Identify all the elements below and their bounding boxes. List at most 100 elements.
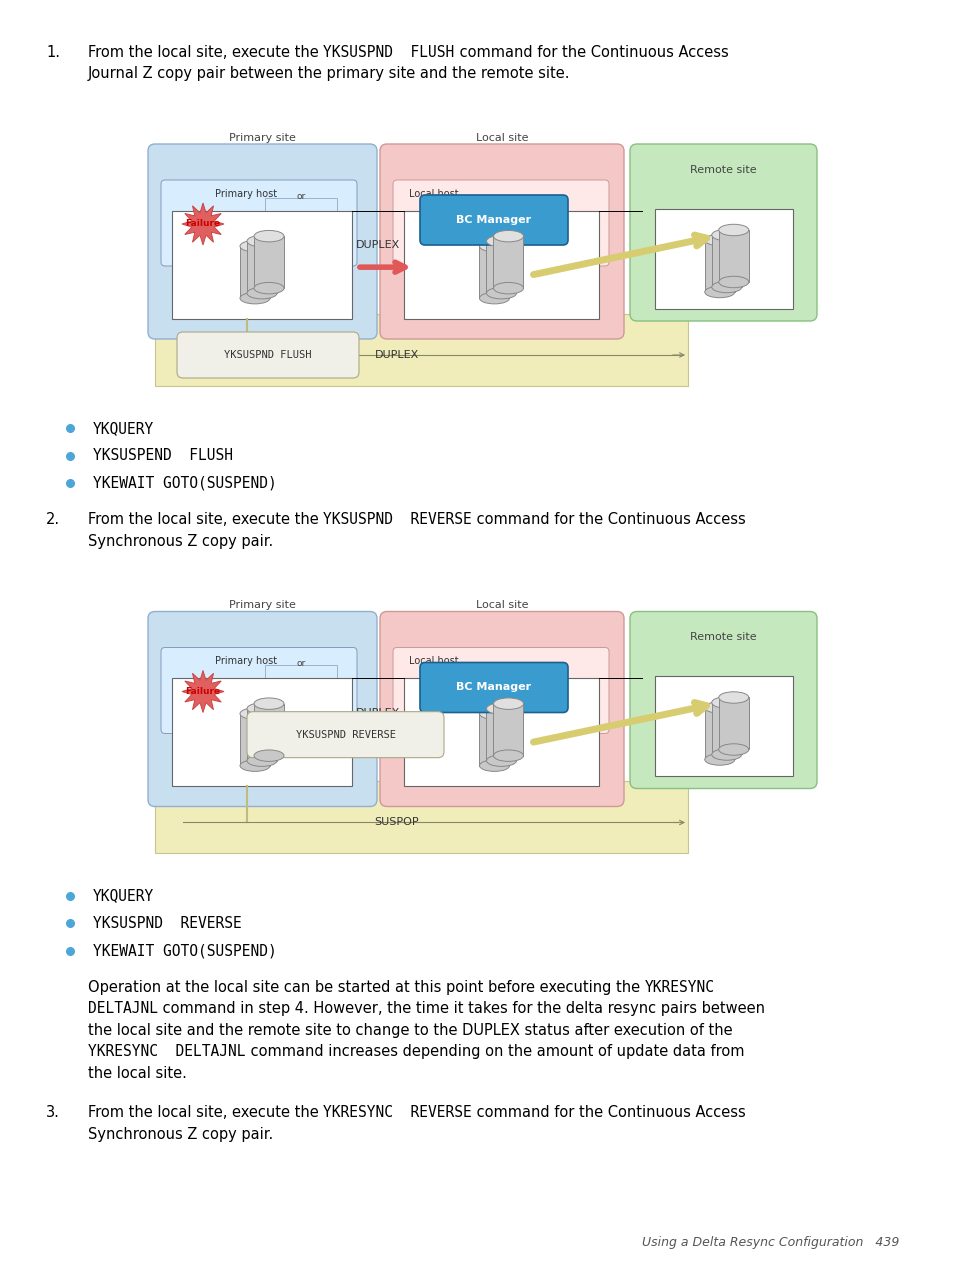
Bar	[493, 236, 523, 289]
Text: the local site and the remote site to change to the DUPLEX status after executio: the local site and the remote site to ch…	[88, 1023, 732, 1038]
Ellipse shape	[704, 702, 734, 713]
Text: 1.: 1.	[46, 44, 60, 60]
Polygon shape	[182, 203, 224, 245]
Ellipse shape	[247, 703, 276, 714]
Text: Primary site: Primary site	[229, 133, 295, 144]
Ellipse shape	[493, 750, 523, 761]
Text: From the local site, execute the: From the local site, execute the	[88, 44, 323, 60]
Text: Remote site: Remote site	[689, 165, 756, 175]
Text: Failure: Failure	[185, 220, 220, 229]
Text: Local host: Local host	[409, 657, 458, 666]
Text: YKSUSPEND  FLUSH: YKSUSPEND FLUSH	[92, 449, 233, 464]
Bar	[704, 708, 734, 760]
Text: YKQUERY: YKQUERY	[92, 421, 154, 436]
Bar	[704, 240, 734, 292]
FancyBboxPatch shape	[247, 712, 443, 758]
Text: Primary site: Primary site	[229, 600, 295, 610]
Text: YKRESYNC  DELTAJNL: YKRESYNC DELTAJNL	[88, 1045, 245, 1060]
Bar	[154, 314, 687, 386]
Bar	[403, 211, 598, 319]
Text: Local host: Local host	[409, 189, 458, 200]
Bar	[154, 782, 687, 854]
Ellipse shape	[711, 749, 741, 760]
Ellipse shape	[479, 240, 509, 252]
Text: YKRESYNC: YKRESYNC	[644, 980, 714, 995]
FancyBboxPatch shape	[393, 180, 608, 266]
Text: YKSUSPND FLUSH: YKSUSPND FLUSH	[224, 350, 312, 360]
Ellipse shape	[493, 698, 523, 709]
Text: BC Manager: BC Manager	[456, 683, 531, 693]
FancyBboxPatch shape	[419, 662, 567, 713]
Text: Primary host: Primary host	[214, 189, 276, 200]
Text: YKQUERY: YKQUERY	[92, 888, 154, 904]
Text: Operation at the local site can be started at this point before executing the: Operation at the local site can be start…	[88, 980, 644, 995]
Text: Local site: Local site	[476, 133, 528, 144]
Ellipse shape	[711, 697, 741, 708]
Ellipse shape	[247, 287, 276, 299]
FancyBboxPatch shape	[148, 611, 376, 807]
Ellipse shape	[479, 708, 509, 719]
Text: Local site: Local site	[476, 600, 528, 610]
Text: DELTAJNL: DELTAJNL	[88, 1002, 158, 1017]
Ellipse shape	[486, 287, 516, 299]
Text: the local site.: the local site.	[88, 1066, 187, 1082]
Ellipse shape	[704, 234, 734, 245]
Ellipse shape	[247, 755, 276, 766]
Text: Synchronous Z copy pair.: Synchronous Z copy pair.	[88, 1127, 273, 1143]
Ellipse shape	[253, 698, 284, 709]
FancyBboxPatch shape	[629, 144, 816, 322]
Ellipse shape	[704, 286, 734, 297]
Text: SUSPOP: SUSPOP	[375, 817, 419, 827]
Ellipse shape	[486, 703, 516, 714]
Bar	[718, 230, 748, 282]
Text: Remote site: Remote site	[689, 633, 756, 643]
Ellipse shape	[253, 750, 284, 761]
Text: Failure: Failure	[185, 688, 220, 697]
FancyBboxPatch shape	[393, 647, 608, 733]
Bar	[486, 709, 516, 760]
Text: Primary host: Primary host	[214, 657, 276, 666]
Text: From the local site, execute the: From the local site, execute the	[88, 512, 323, 527]
FancyBboxPatch shape	[161, 647, 356, 733]
Ellipse shape	[493, 230, 523, 241]
FancyBboxPatch shape	[379, 611, 623, 807]
Text: or: or	[296, 192, 305, 201]
Bar	[172, 679, 352, 787]
Bar	[493, 704, 523, 756]
Text: command in step 4. However, the time it takes for the delta resync pairs between: command in step 4. However, the time it …	[158, 1002, 764, 1017]
Ellipse shape	[486, 755, 516, 766]
Text: From the local site, execute the: From the local site, execute the	[88, 1106, 323, 1121]
Ellipse shape	[240, 240, 270, 252]
Text: DUPLEX: DUPLEX	[375, 350, 418, 360]
Bar	[718, 698, 748, 750]
Ellipse shape	[479, 292, 509, 304]
Bar	[711, 703, 741, 755]
Ellipse shape	[486, 235, 516, 247]
FancyBboxPatch shape	[379, 144, 623, 339]
Ellipse shape	[240, 708, 270, 719]
Ellipse shape	[711, 229, 741, 240]
Text: command for the Continuous Access: command for the Continuous Access	[472, 512, 745, 527]
Bar	[247, 709, 276, 760]
Text: Synchronous Z copy pair.: Synchronous Z copy pair.	[88, 534, 273, 549]
Bar	[265, 198, 336, 250]
Ellipse shape	[718, 276, 748, 287]
Text: 3.: 3.	[46, 1106, 60, 1121]
Polygon shape	[182, 671, 224, 713]
Text: 2.: 2.	[46, 512, 60, 527]
Text: command for the Continuous Access: command for the Continuous Access	[455, 44, 727, 60]
Ellipse shape	[240, 292, 270, 304]
Bar	[486, 241, 516, 294]
Ellipse shape	[247, 235, 276, 247]
Ellipse shape	[718, 224, 748, 235]
Text: HOLD: HOLD	[704, 751, 736, 760]
Bar	[265, 666, 336, 718]
Bar	[253, 236, 284, 289]
Text: YKSUSPND  REVERSE: YKSUSPND REVERSE	[92, 916, 241, 930]
Bar	[479, 247, 509, 299]
Text: DUPLEX: DUPLEX	[355, 240, 399, 250]
Text: command for the Continuous Access: command for the Continuous Access	[472, 1106, 745, 1121]
Ellipse shape	[718, 744, 748, 755]
Ellipse shape	[711, 281, 741, 292]
Text: YKRESYNC  REVERSE: YKRESYNC REVERSE	[323, 1106, 472, 1121]
